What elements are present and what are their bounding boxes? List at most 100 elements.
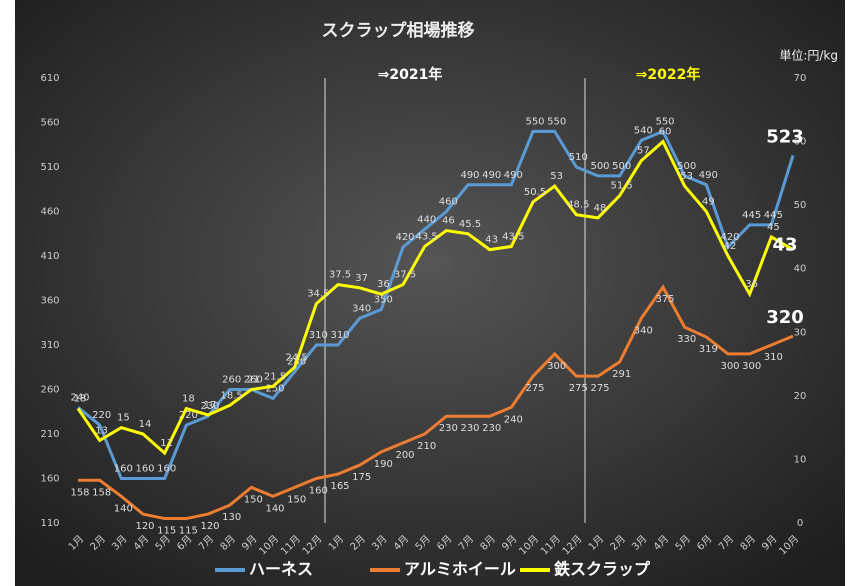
data-label: 160	[135, 464, 154, 475]
data-label: 18	[182, 394, 195, 405]
data-label: 42	[724, 241, 737, 252]
data-label: 36	[377, 279, 390, 290]
data-label: 250	[265, 383, 284, 394]
data-label: 550	[547, 116, 566, 127]
y-tick-label: 160	[40, 474, 59, 485]
data-label: 300	[720, 361, 739, 372]
data-label: 220	[92, 410, 111, 421]
legend-label: ハーネス	[249, 560, 313, 579]
data-label: 230	[460, 423, 479, 434]
data-label: 540	[634, 125, 653, 136]
data-label: 490	[699, 170, 718, 181]
data-label: 230	[200, 401, 219, 412]
data-label: 18.5	[221, 390, 243, 401]
y-tick-label: 410	[40, 251, 59, 262]
series-line	[78, 284, 794, 521]
data-label: 13	[95, 425, 108, 436]
data-label: 500	[612, 161, 631, 172]
data-label: 310	[764, 352, 783, 363]
data-label: 43	[772, 235, 797, 256]
data-label: 130	[222, 512, 241, 523]
data-label: 240	[504, 414, 523, 425]
data-label: 53	[680, 171, 693, 182]
data-label: 190	[374, 459, 393, 470]
data-label: 320	[766, 307, 804, 328]
data-label: 445	[764, 210, 783, 221]
data-label: 340	[352, 303, 371, 314]
data-label: 260	[222, 375, 241, 386]
data-label: 37.5	[394, 270, 416, 281]
data-label: 18	[74, 394, 87, 405]
data-label: 160	[114, 464, 133, 475]
data-label: 48	[594, 203, 607, 214]
data-label: 49	[702, 197, 715, 208]
data-label: 230	[439, 423, 458, 434]
legend-label: アルミホイール	[404, 560, 516, 579]
data-label: 158	[92, 487, 111, 498]
y2-tick-label: 20	[794, 391, 807, 402]
data-label: 420	[395, 232, 414, 243]
data-label: 240	[70, 392, 89, 403]
data-label: 310	[309, 330, 328, 341]
data-label: 14	[139, 419, 152, 430]
data-label: 490	[504, 170, 523, 181]
data-label: 36	[745, 279, 758, 290]
data-label: 160	[157, 464, 176, 475]
data-label: 330	[677, 334, 696, 345]
data-label: 24.5	[286, 352, 308, 363]
data-label: 60	[659, 127, 672, 138]
y-tick-label: 310	[40, 340, 59, 351]
y2-tick-label: 0	[797, 518, 803, 529]
data-label: 510	[569, 152, 588, 163]
y-tick-label: 260	[40, 385, 59, 396]
annotation: ⇒2021年	[378, 66, 443, 83]
y2-tick-label: 30	[794, 327, 807, 338]
y2-tick-label: 70	[794, 73, 807, 84]
series-line	[77, 129, 795, 480]
y-tick-label: 360	[40, 296, 59, 307]
data-label: 45.5	[459, 219, 481, 230]
data-label: 11	[160, 438, 173, 449]
data-label: 48.5	[567, 200, 589, 211]
data-label: 275	[590, 383, 609, 394]
data-label: 300	[547, 361, 566, 372]
background	[15, 0, 845, 586]
data-label: 340	[634, 325, 653, 336]
data-label: 230	[482, 423, 501, 434]
data-label: 21.5	[264, 371, 286, 382]
y-tick-label: 610	[40, 73, 59, 84]
data-label: 275	[569, 383, 588, 394]
data-label: 43.5	[502, 231, 524, 242]
y2-tick-label: 60	[794, 137, 807, 148]
data-label: 445	[742, 210, 761, 221]
data-label: 115	[157, 526, 176, 537]
y-tick-label: 210	[40, 429, 59, 440]
data-label: 350	[374, 294, 393, 305]
annotation: ⇒2022年	[636, 66, 701, 83]
data-label: 490	[482, 170, 501, 181]
y-tick-label: 510	[40, 162, 59, 173]
data-label: 15	[117, 413, 130, 424]
chart-title: スクラップ相場推移	[322, 20, 475, 41]
data-label: 310	[330, 330, 349, 341]
data-label: 53	[550, 171, 563, 182]
data-label: 490	[460, 170, 479, 181]
data-label: 21	[247, 375, 260, 386]
data-label: 550	[655, 116, 674, 127]
y-tick-label: 110	[40, 518, 59, 529]
data-label: 158	[70, 487, 89, 498]
data-label: 57	[637, 146, 650, 157]
data-label: 165	[330, 481, 349, 492]
data-label: 300	[742, 361, 761, 372]
unit: 単位:円/kg	[779, 48, 838, 63]
data-label: 291	[612, 369, 631, 380]
data-label: 46	[442, 216, 455, 227]
data-label: 200	[395, 450, 414, 461]
data-label: 140	[114, 503, 133, 514]
series-line	[76, 139, 794, 456]
data-label: 37.5	[329, 270, 351, 281]
y2-tick-label: 40	[794, 264, 807, 275]
data-label: 45	[767, 222, 780, 233]
data-label: 375	[655, 294, 674, 305]
